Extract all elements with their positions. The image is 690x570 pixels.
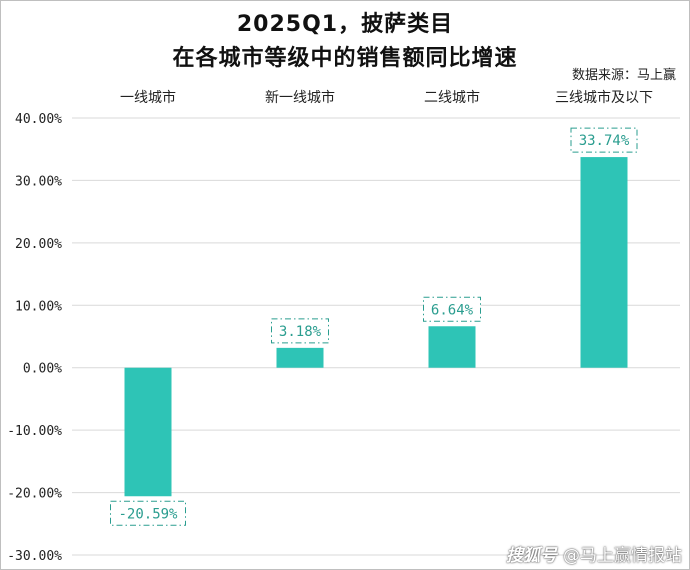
data-label-box [110, 500, 186, 526]
y-tick-label: 10.00% [15, 299, 62, 314]
y-tick-label: 20.00% [15, 237, 62, 252]
y-tick-label: 40.00% [15, 112, 62, 127]
chart-title-line-2: 在各城市等级中的销售额同比增速 [172, 46, 518, 71]
category-label: 三线城市及以下 [555, 89, 653, 106]
y-tick-label: -30.00% [7, 549, 62, 564]
data-label: 33.74% [579, 133, 630, 149]
data-label: -20.59% [118, 506, 178, 522]
data-label-box [423, 296, 481, 322]
watermark-account: @马上赢情报站 [563, 546, 682, 566]
y-tick-label: -10.00% [7, 424, 62, 439]
category-label: 一线城市 [120, 89, 176, 106]
bar [428, 326, 476, 368]
bar [580, 157, 628, 368]
data-label: 6.64% [431, 302, 474, 318]
category-label: 二线城市 [424, 89, 480, 106]
chart-title-line-1: 2025Q1，披萨类目 [236, 12, 454, 37]
bar [124, 367, 172, 497]
data-label-box [570, 127, 638, 153]
y-tick-label: 0.00% [23, 362, 62, 377]
y-tick-label: 30.00% [15, 174, 62, 189]
bar [276, 347, 324, 368]
category-label: 新一线城市 [265, 89, 335, 106]
source-note: 数据来源：马上赢 [571, 68, 676, 83]
watermark: 搜狐号 @马上赢情报站 [506, 541, 682, 566]
data-label-box [271, 318, 329, 344]
data-label: 3.18% [279, 324, 322, 340]
watermark-brand: 搜狐号 [506, 546, 557, 566]
y-tick-label: -20.00% [7, 487, 62, 502]
